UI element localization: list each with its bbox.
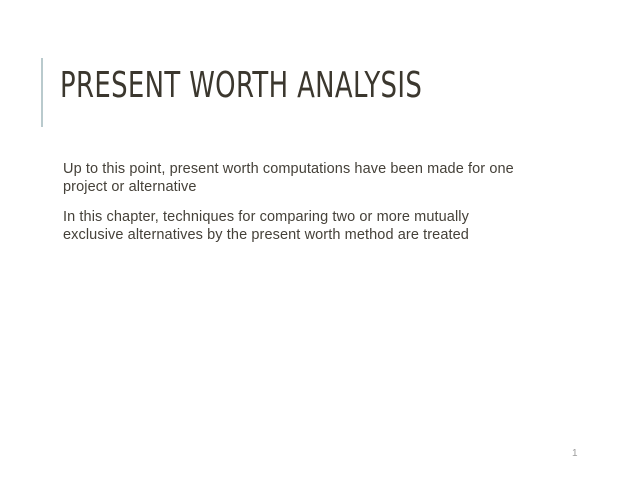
body-paragraph-1-line-2: project or alternative — [63, 179, 197, 195]
body-paragraph-2-line-1: In this chapter, techniques for comparin… — [63, 209, 469, 225]
body-paragraph-1-line-1: Up to this point, present worth computat… — [63, 161, 514, 177]
body-paragraph-1: Up to this point, present worth computat… — [63, 160, 603, 196]
slide-body: Up to this point, present worth computat… — [63, 160, 603, 256]
body-paragraph-2: In this chapter, techniques for comparin… — [63, 208, 603, 244]
page-number: 1 — [572, 448, 578, 459]
title-accent-bar — [41, 58, 43, 127]
slide-title: PRESENT WORTH ANALYSIS — [60, 65, 423, 106]
body-paragraph-2-line-2: exclusive alternatives by the present wo… — [63, 227, 469, 243]
